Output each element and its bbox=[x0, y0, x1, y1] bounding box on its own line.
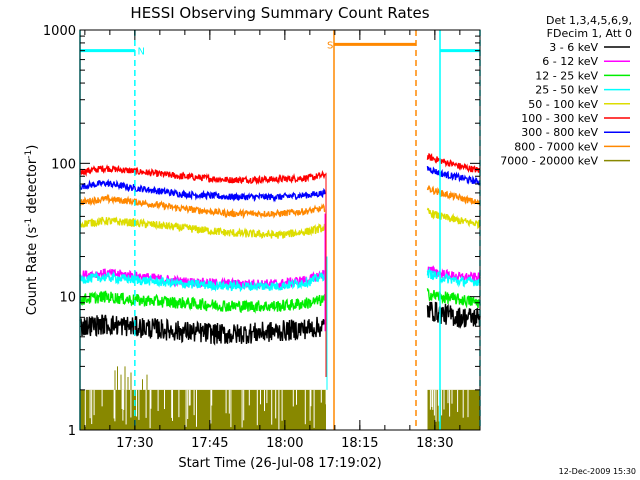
y-tick-label-1000: 1000 bbox=[43, 24, 76, 39]
flag-label-n: N bbox=[138, 47, 145, 58]
y-tick-label-1: 1 bbox=[68, 424, 76, 439]
x-tick-label-1800: 18:00 bbox=[266, 436, 303, 451]
series-8 bbox=[79, 301, 481, 346]
series-4-segment-1 bbox=[79, 216, 326, 240]
series-3-segment-1 bbox=[79, 193, 326, 220]
x-tick-label-1730: 17:30 bbox=[116, 436, 153, 451]
legend-header-line-1: Det 1,3,4,5,6,9, bbox=[546, 14, 632, 27]
series-4-segment-2 bbox=[426, 207, 481, 230]
legend-label-7: 300 - 800 keV bbox=[521, 126, 598, 139]
series-7 bbox=[79, 288, 481, 314]
x-axis: 17:30 17:45 18:00 18:15 18:30 bbox=[84, 30, 461, 451]
series-6-segment-2 bbox=[426, 267, 481, 288]
flag-label-s: S bbox=[327, 40, 333, 51]
x-tick-label-1745: 17:45 bbox=[191, 436, 228, 451]
series-3 bbox=[79, 185, 481, 220]
y-tick-label-10: 10 bbox=[59, 291, 76, 306]
series-2-segment-1 bbox=[79, 178, 326, 203]
y-axis-label: Count Rate (s-1 detector-1) bbox=[24, 145, 40, 316]
y-axis: 1 10 100 1000 bbox=[43, 24, 480, 439]
series-2-segment-2 bbox=[426, 166, 481, 186]
series-6 bbox=[79, 267, 481, 293]
series-2 bbox=[79, 166, 481, 203]
legend-label-2: 6 - 12 keV bbox=[542, 55, 598, 68]
series-3-segment-2 bbox=[426, 185, 481, 206]
legend-label-1: 3 - 6 keV bbox=[549, 41, 598, 54]
series-4 bbox=[79, 207, 481, 240]
legend-header-line-2: FDecim 1, Att 0 bbox=[547, 27, 632, 40]
footer-timestamp: 12-Dec-2009 15:30 bbox=[559, 467, 636, 476]
plot-data: NS bbox=[79, 30, 481, 430]
x-axis-label: Start Time (26-Jul-08 17:19:02) bbox=[178, 456, 381, 471]
legend-label-5: 50 - 100 keV bbox=[528, 98, 598, 111]
y-tick-label-100: 100 bbox=[51, 157, 76, 172]
band-7000-20000-kev-segment-1 bbox=[80, 389, 326, 430]
band-7000-20000-kev-segment-2 bbox=[427, 389, 480, 430]
legend: Det 1,3,4,5,6,9, FDecim 1, Att 0 3 - 6 k… bbox=[500, 14, 632, 168]
series-1-segment-2 bbox=[426, 153, 481, 174]
plot-frame bbox=[79, 29, 481, 431]
legend-label-3: 12 - 25 keV bbox=[535, 69, 598, 82]
band-7000-20000-kev-gaps bbox=[84, 389, 469, 430]
series-7-segment-2 bbox=[426, 288, 481, 309]
legend-label-9: 7000 - 20000 keV bbox=[500, 155, 598, 168]
series-8-segment-2 bbox=[426, 301, 481, 330]
chart-title: HESSI Observing Summary Count Rates bbox=[130, 4, 429, 22]
band-7000-20000-kev-spikes bbox=[114, 366, 148, 390]
series-5 bbox=[79, 265, 481, 290]
series-7-segment-1 bbox=[79, 290, 326, 314]
x-tick-label-1815: 18:15 bbox=[341, 436, 378, 451]
legend-label-4: 25 - 50 keV bbox=[535, 84, 598, 97]
series-6-segment-1 bbox=[79, 270, 326, 293]
series-1 bbox=[79, 153, 481, 186]
series-8-segment-1 bbox=[79, 314, 326, 346]
legend-label-6: 100 - 300 keV bbox=[521, 112, 598, 125]
legend-label-8: 800 - 7000 keV bbox=[514, 140, 598, 153]
series-1-segment-1 bbox=[79, 164, 326, 186]
x-tick-label-1830: 18:30 bbox=[416, 436, 453, 451]
